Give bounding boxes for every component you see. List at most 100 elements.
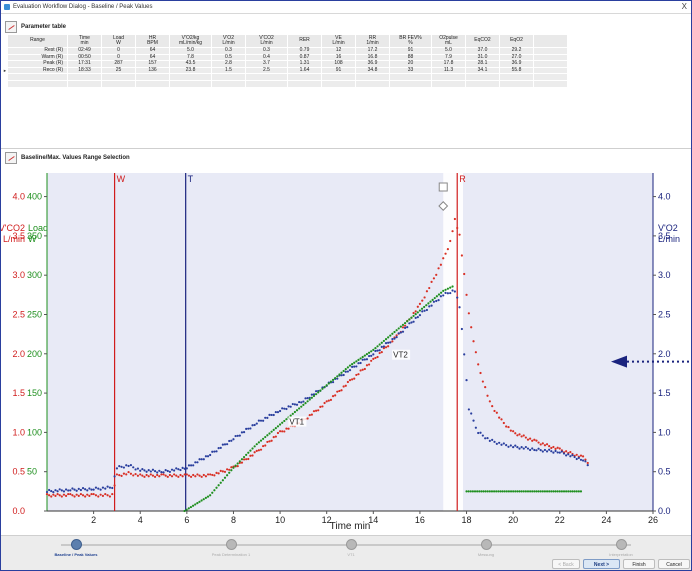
series-point: [505, 444, 508, 447]
series-point: [524, 490, 527, 493]
series-point: [86, 493, 89, 496]
range-selection-chart[interactable]: 0.0 0.5 1.0 1.5 2.0 2.5 3.0 3.5 4.0 50 100 150 200 25…: [1, 169, 691, 529]
wizard-step[interactable]: Messung: [446, 539, 526, 557]
column-header-unit: L/min: [222, 40, 235, 46]
series-point: [399, 331, 402, 334]
column-header[interactable]: RER: [287, 34, 322, 48]
series-point: [327, 399, 330, 402]
wizard-step[interactable]: VT1: [311, 539, 391, 557]
column-header[interactable]: Range: [7, 34, 68, 48]
column-header[interactable]: Time min: [67, 34, 102, 48]
series-point: [272, 428, 275, 431]
column-header[interactable]: RR 1/min: [355, 34, 390, 48]
threshold-label-bg: [288, 416, 307, 427]
cancel-button[interactable]: Cancel: [658, 559, 690, 569]
plot-area[interactable]: [47, 173, 653, 511]
series-point: [437, 299, 440, 302]
series-point: [391, 337, 394, 341]
series-point: [488, 439, 491, 442]
series-point: [187, 507, 190, 510]
series-point: [118, 464, 121, 468]
next-button[interactable]: Next >: [583, 559, 620, 569]
load-axis-title: Load: [28, 223, 48, 233]
series-point: [185, 467, 188, 470]
column-header[interactable]: V'O2 L/min: [211, 34, 246, 48]
series-point: [94, 494, 98, 497]
series-point: [209, 494, 212, 497]
column-header[interactable]: Load W: [101, 34, 136, 48]
column-header[interactable]: HR BPM: [135, 34, 170, 48]
chart-svg[interactable]: 0.0 0.5 1.0 1.5 2.0 2.5 3.0 3.5 4.0 50 100 150 200 25…: [1, 169, 691, 529]
series-point: [270, 439, 273, 442]
series-point: [202, 458, 205, 461]
series-point: [428, 286, 431, 290]
wizard-step[interactable]: Peak Determination 1: [191, 539, 271, 557]
value-cell: 1.64: [287, 66, 322, 75]
series-point: [204, 455, 208, 458]
column-header[interactable]: BR FEV%%: [389, 34, 432, 48]
column-header[interactable]: VE L/min: [321, 34, 356, 48]
series-point: [278, 423, 282, 426]
series-point: [395, 334, 398, 337]
table-row-empty[interactable]: [7, 79, 568, 88]
series-point: [577, 490, 580, 493]
series-point: [251, 447, 254, 450]
value-cell: [101, 79, 136, 88]
series-point: [370, 350, 373, 353]
wizard-step[interactable]: Baseline / Peak Values: [36, 539, 116, 557]
edit-icon[interactable]: [5, 152, 17, 164]
series-point: [242, 458, 246, 461]
peak-range-band[interactable]: [443, 173, 464, 511]
series-point: [139, 469, 142, 472]
close-icon[interactable]: X: [681, 2, 687, 11]
series-point: [518, 433, 521, 436]
series-point: [268, 432, 271, 435]
band-handle-icon[interactable]: [438, 182, 448, 192]
band-diamond-icon[interactable]: [438, 201, 449, 211]
series-point: [393, 337, 396, 340]
series-point: [380, 345, 383, 349]
series-point: [177, 475, 180, 478]
series-point: [50, 495, 53, 498]
series-point: [502, 442, 505, 445]
column-header-name: V'O2/kg: [181, 34, 200, 41]
wizard-step[interactable]: Interpretation: [581, 539, 661, 557]
column-header[interactable]: V'CO2 L/min: [245, 34, 288, 48]
x-tick-label: 22: [555, 515, 565, 525]
series-point: [194, 503, 197, 506]
series-point: [408, 318, 411, 321]
series-point: [160, 471, 163, 474]
series-point: [579, 490, 583, 493]
vco2-tick-label: 3.5: [12, 231, 25, 241]
series-point: [363, 358, 366, 361]
series-point: [491, 438, 494, 441]
column-header-empty[interactable]: [533, 34, 568, 48]
series-point: [367, 363, 371, 366]
series-point: [247, 427, 250, 430]
series-point: [217, 446, 220, 450]
finish-button[interactable]: Finish: [623, 559, 655, 569]
edit-icon[interactable]: [5, 21, 17, 33]
series-point: [293, 410, 297, 414]
series-point: [548, 448, 551, 451]
column-header[interactable]: O2pulse mL: [431, 34, 466, 48]
column-header[interactable]: EqO2: [499, 34, 534, 48]
table-row-empty[interactable]: [7, 73, 568, 81]
series-point: [266, 440, 269, 444]
back-button[interactable]: < Back: [552, 559, 580, 569]
series-point: [179, 468, 182, 472]
series-point: [444, 252, 447, 255]
series-point: [449, 286, 452, 289]
series-point: [115, 467, 119, 470]
series-point: [88, 487, 91, 490]
column-header[interactable]: EqCO2: [465, 34, 500, 48]
series-point: [73, 495, 76, 498]
series-point: [249, 449, 252, 452]
threshold-label-vt1: VT1: [289, 418, 304, 427]
series-point: [196, 473, 199, 476]
series-point: [387, 336, 390, 339]
table-row[interactable]: Reco (R) 18:33 25 136 23.8 1.5 2.5 1.64 91 34.8 33…: [7, 66, 568, 75]
column-header[interactable]: V'O2/kg mL/min/kg: [169, 34, 212, 48]
series-point: [401, 326, 405, 329]
series-point: [122, 472, 126, 475]
